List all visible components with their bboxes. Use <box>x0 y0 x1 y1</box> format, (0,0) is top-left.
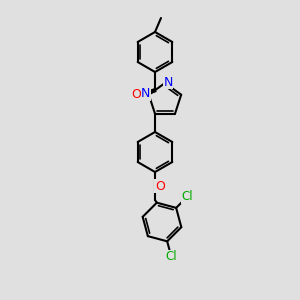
Text: N: N <box>163 76 173 88</box>
Text: O: O <box>131 88 141 100</box>
Text: O: O <box>155 179 165 193</box>
Text: N: N <box>141 87 151 100</box>
Text: Cl: Cl <box>166 250 177 263</box>
Text: Cl: Cl <box>182 190 193 203</box>
